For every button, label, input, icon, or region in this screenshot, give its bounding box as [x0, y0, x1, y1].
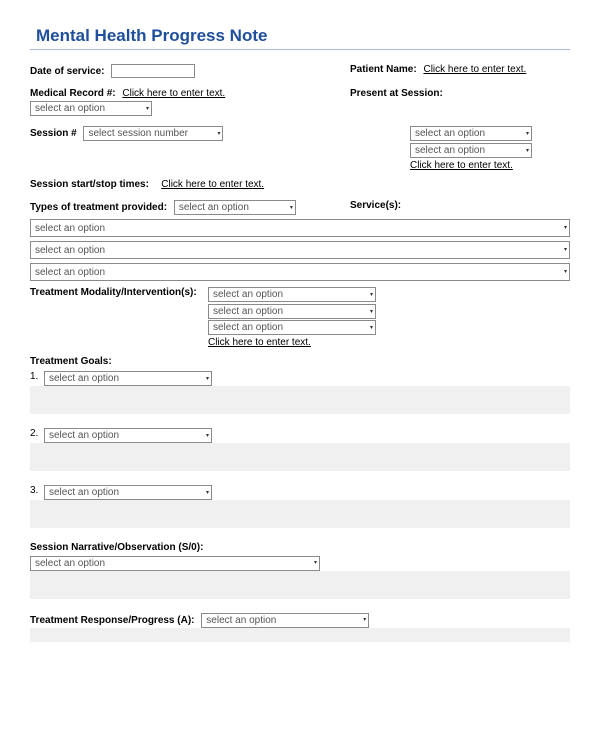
select-text: select an option: [415, 128, 485, 139]
chevron-down-icon: ▾: [526, 148, 529, 154]
chevron-down-icon: ▾: [370, 325, 373, 331]
chevron-down-icon: ▾: [314, 560, 317, 566]
select-text: select an option: [213, 306, 283, 317]
services-select-3[interactable]: select an option ▾: [30, 263, 570, 281]
medical-record-select[interactable]: select an option ▾: [30, 101, 152, 116]
goal-2-num: 2.: [30, 428, 44, 439]
chevron-down-icon: ▾: [564, 225, 567, 231]
date-of-service-input[interactable]: [111, 64, 195, 78]
chevron-down-icon: ▾: [290, 205, 293, 211]
narrative-label: Session Narrative/Observation (S/0):: [30, 542, 203, 553]
goal-2-select[interactable]: select an option ▾: [44, 428, 212, 443]
chevron-down-icon: ▾: [146, 106, 149, 112]
page-title: Mental Health Progress Note: [30, 26, 570, 50]
goal-1-row: 1. select an option ▾: [30, 371, 570, 386]
goal-1-select[interactable]: select an option ▾: [44, 371, 212, 386]
chevron-down-icon: ▾: [206, 376, 209, 382]
session-num-label: Session #: [30, 128, 77, 139]
treatment-goals-label-row: Treatment Goals:: [30, 356, 570, 367]
row-modality: Treatment Modality/Intervention(s): sele…: [30, 287, 570, 348]
chevron-down-icon: ▾: [206, 490, 209, 496]
medical-record-select-row: select an option ▾: [30, 101, 570, 116]
patient-name-input[interactable]: Click here to enter text.: [423, 64, 526, 75]
session-times-label: Session start/stop times:: [30, 179, 149, 190]
present-at-session-label: Present at Session:: [350, 88, 443, 99]
row-session-times: Session start/stop times: Click here to …: [30, 179, 570, 190]
medical-record-input[interactable]: Click here to enter text.: [122, 88, 225, 99]
chevron-down-icon: ▾: [217, 131, 220, 137]
select-text: select an option: [35, 558, 105, 569]
select-text: select an option: [415, 145, 485, 156]
present-text-input[interactable]: Click here to enter text.: [410, 160, 513, 171]
present-select-1[interactable]: select an option ▾: [410, 126, 532, 141]
response-row: Treatment Response/Progress (A): select …: [30, 613, 570, 628]
session-times-input[interactable]: Click here to enter text.: [161, 179, 264, 190]
goal-1-num: 1.: [30, 371, 44, 382]
chevron-down-icon: ▾: [564, 247, 567, 253]
select-text: select an option: [35, 245, 105, 256]
goal-1-textarea[interactable]: [30, 386, 570, 414]
select-text: select an option: [35, 223, 105, 234]
modality-text-input[interactable]: Click here to enter text.: [208, 337, 311, 348]
medical-record-label: Medical Record #:: [30, 88, 116, 99]
narrative-label-row: Session Narrative/Observation (S/0):: [30, 542, 570, 553]
select-text: select session number: [88, 128, 188, 139]
chevron-down-icon: ▾: [564, 269, 567, 275]
select-text: select an option: [213, 289, 283, 300]
select-text: select an option: [49, 430, 119, 441]
row-medrec-present: Medical Record #: Click here to enter te…: [30, 88, 570, 99]
present-select-2[interactable]: select an option ▾: [410, 143, 532, 158]
goal-2-textarea[interactable]: [30, 443, 570, 471]
chevron-down-icon: ▾: [206, 433, 209, 439]
session-num-select[interactable]: select session number ▾: [83, 126, 223, 141]
chevron-down-icon: ▾: [370, 309, 373, 315]
response-select[interactable]: select an option ▾: [201, 613, 369, 628]
modality-select-3[interactable]: select an option ▾: [208, 320, 376, 335]
select-text: select an option: [179, 202, 249, 213]
modality-select-1[interactable]: select an option ▾: [208, 287, 376, 302]
services-select-2[interactable]: select an option ▾: [30, 241, 570, 259]
goal-3-num: 3.: [30, 485, 44, 496]
select-text: select an option: [206, 615, 276, 626]
modality-select-2[interactable]: select an option ▾: [208, 304, 376, 319]
row-session-present: Session # select session number ▾ select…: [30, 126, 570, 171]
row-types-services: Types of treatment provided: select an o…: [30, 200, 570, 215]
treatment-goals-label: Treatment Goals:: [30, 356, 112, 367]
date-of-service-label: Date of service:: [30, 66, 104, 77]
row-date-patient: Date of service: Patient Name: Click her…: [30, 64, 570, 78]
goal-3-textarea[interactable]: [30, 500, 570, 528]
types-treatment-select[interactable]: select an option ▾: [174, 200, 296, 215]
goal-3-select[interactable]: select an option ▾: [44, 485, 212, 500]
response-label: Treatment Response/Progress (A):: [30, 615, 195, 626]
select-text: select an option: [213, 322, 283, 333]
chevron-down-icon: ▾: [363, 617, 366, 623]
select-text: select an option: [49, 373, 119, 384]
response-textarea[interactable]: [30, 628, 570, 642]
narrative-select[interactable]: select an option ▾: [30, 556, 320, 571]
types-treatment-label: Types of treatment provided:: [30, 202, 167, 213]
goal-2-row: 2. select an option ▾: [30, 428, 570, 443]
chevron-down-icon: ▾: [370, 292, 373, 298]
patient-name-label: Patient Name:: [350, 64, 417, 75]
services-select-1[interactable]: select an option ▾: [30, 219, 570, 237]
modality-label: Treatment Modality/Intervention(s):: [30, 287, 197, 298]
select-text: select an option: [35, 267, 105, 278]
services-label: Service(s):: [350, 200, 401, 211]
select-text: select an option: [35, 103, 105, 114]
goal-3-row: 3. select an option ▾: [30, 485, 570, 500]
narrative-textarea[interactable]: [30, 571, 570, 599]
chevron-down-icon: ▾: [526, 131, 529, 137]
select-text: select an option: [49, 487, 119, 498]
